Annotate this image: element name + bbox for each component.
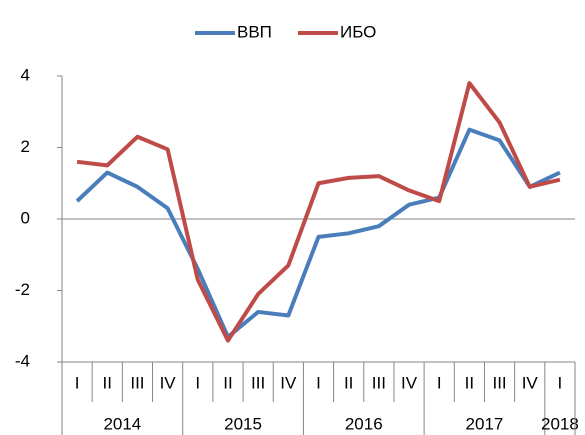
x-tick-label: II: [344, 373, 353, 392]
series-line: [76, 81, 561, 343]
x-tick-label: I: [558, 373, 563, 392]
y-tick-label: 2: [21, 137, 30, 156]
year-label: 2018: [541, 414, 579, 433]
year-label: 2015: [224, 414, 262, 433]
x-tick-label: IV: [160, 373, 177, 392]
x-tick-label: IV: [401, 373, 418, 392]
x-tick-label: III: [130, 373, 144, 392]
x-tick-label: I: [437, 373, 442, 392]
series-line: [75, 127, 561, 339]
x-tick-label: I: [75, 373, 80, 392]
x-tick-label: II: [223, 373, 232, 392]
y-tick-label: -4: [15, 351, 30, 370]
x-tick-label: IV: [280, 373, 297, 392]
x-tick-label: I: [195, 373, 200, 392]
year-label: 2014: [103, 414, 141, 433]
legend-label: ИБО: [340, 22, 376, 41]
y-tick-label: 4: [21, 65, 30, 84]
year-label: 2016: [345, 414, 383, 433]
x-tick-label: I: [316, 373, 321, 392]
x-tick-label: III: [251, 373, 265, 392]
y-tick-label: 0: [21, 208, 30, 227]
x-tick-label: III: [492, 373, 506, 392]
y-tick-label: -2: [15, 280, 30, 299]
x-tick-label: II: [465, 373, 474, 392]
year-label: 2017: [466, 414, 504, 433]
x-tick-label: II: [103, 373, 112, 392]
legend-label: ВВП: [237, 22, 272, 41]
x-tick-label: III: [372, 373, 386, 392]
x-tick-label: IV: [522, 373, 539, 392]
